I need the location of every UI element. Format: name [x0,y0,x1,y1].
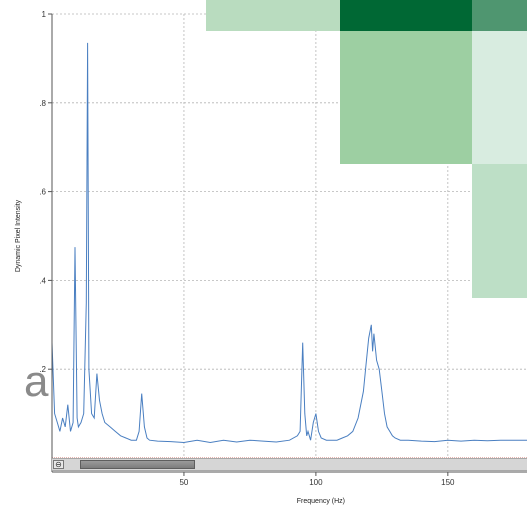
zoom-reset-button[interactable]: ⊖ [53,460,64,469]
y-tick-label: .4 [39,276,46,285]
overlay-tile-3 [472,0,527,31]
overlay-tile-2 [340,0,472,31]
y-tick-label: .6 [39,188,46,197]
y-tick-label: .2 [39,365,46,374]
y-tick-label: .8 [39,99,46,108]
x-tick-label: 100 [309,478,323,487]
x-axis-title: Frequency (Hz) [297,498,345,505]
scrollbar-thumb[interactable] [79,460,196,469]
overlay-letter: a [24,357,49,406]
overlay-tile-1 [206,0,340,31]
overlay-tile-5 [472,31,527,164]
series-line [51,42,527,444]
x-tick-label: 50 [179,478,188,487]
horizontal-scrollbar[interactable]: ⊖ [52,458,527,471]
overlay-tile-4 [340,31,472,164]
y-tick-label: 1 [42,10,47,19]
x-tick-label: 150 [441,478,455,487]
y-axis-title: Dynamic Pixel Intensity [15,199,22,272]
overlay-tile-6 [472,164,527,298]
